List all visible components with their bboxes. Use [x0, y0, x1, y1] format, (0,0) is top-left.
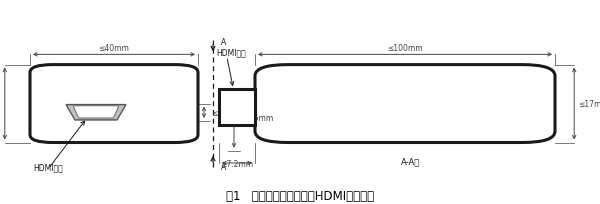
Text: ≤17mm: ≤17mm [578, 100, 600, 109]
Polygon shape [66, 105, 126, 120]
Text: 图1   直插式机顶盒尺寸和HDMI插头位置: 图1 直插式机顶盒尺寸和HDMI插头位置 [226, 189, 374, 202]
Text: HDMI插头: HDMI插头 [216, 48, 246, 57]
FancyBboxPatch shape [255, 65, 555, 143]
Text: A: A [221, 37, 226, 46]
Polygon shape [73, 106, 119, 118]
Text: ≤40mm: ≤40mm [98, 44, 130, 53]
Text: ≤3.5mm: ≤3.5mm [211, 108, 244, 117]
Text: ≥7.2mm: ≥7.2mm [220, 159, 254, 168]
FancyBboxPatch shape [30, 65, 198, 143]
Text: ≤100mm: ≤100mm [387, 44, 423, 53]
Text: HDMI插头: HDMI插头 [33, 162, 63, 171]
Text: A: A [221, 162, 226, 171]
Text: A-A面: A-A面 [401, 157, 421, 166]
Bar [219, 90, 255, 125]
Text: ≤3.5mm: ≤3.5mm [240, 114, 273, 123]
